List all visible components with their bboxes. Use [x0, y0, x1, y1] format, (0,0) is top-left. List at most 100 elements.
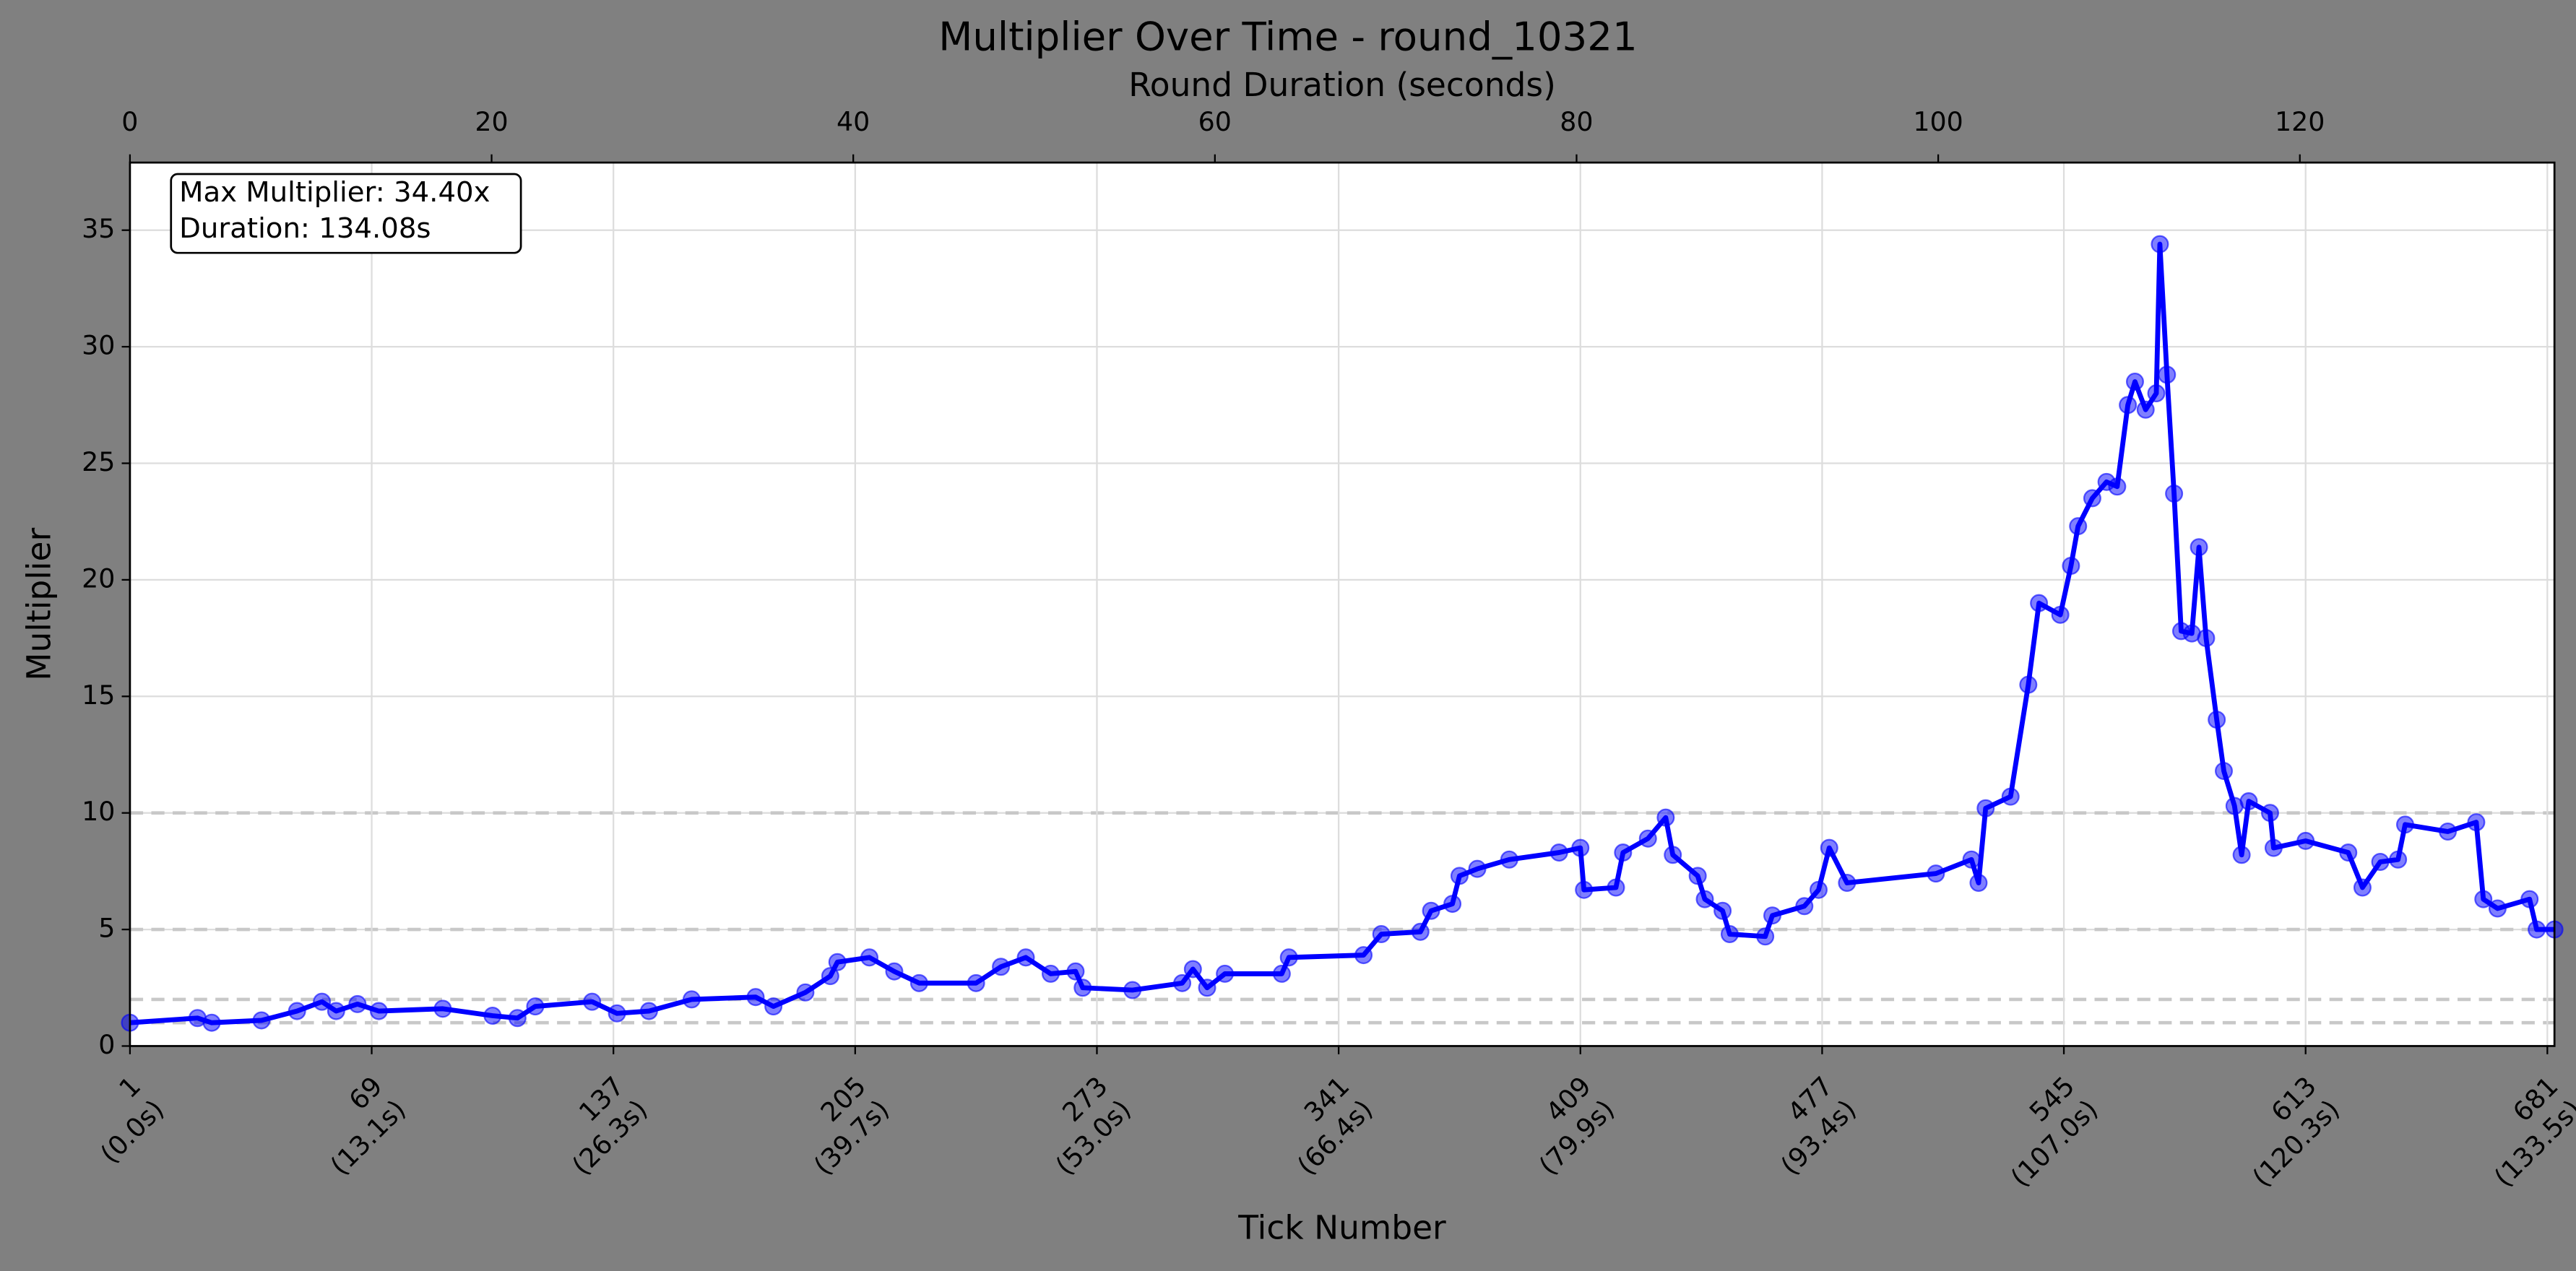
y-axis-label: Multiplier: [20, 528, 59, 681]
data-point: [1123, 981, 1142, 999]
data-point: [1656, 808, 1675, 827]
data-point: [1272, 964, 1291, 983]
data-point: [288, 1002, 306, 1020]
y-tick-label: 20: [82, 563, 115, 594]
data-point: [433, 999, 452, 1018]
data-point: [2151, 235, 2169, 253]
data-point: [252, 1011, 271, 1030]
data-point: [1443, 895, 1462, 914]
data-point: [1713, 901, 1732, 920]
data-point: [1422, 901, 1440, 920]
data-point: [860, 948, 879, 967]
data-point: [2371, 852, 2390, 871]
data-point: [2030, 594, 2049, 612]
annotation-line: Max Multiplier: 34.40x: [179, 176, 490, 209]
data-point: [885, 962, 904, 981]
data-point: [1066, 962, 1085, 981]
data-point: [1041, 964, 1060, 983]
data-point: [1550, 843, 1568, 862]
data-point: [828, 953, 847, 971]
x2-tick-label: 60: [1198, 106, 1232, 137]
data-point: [2260, 804, 2279, 823]
marks: [121, 235, 2564, 1032]
data-point: [2208, 711, 2226, 729]
data-point: [2165, 484, 2184, 503]
data-point: [796, 983, 815, 1002]
data-point: [1575, 880, 1594, 899]
data-point: [967, 973, 985, 992]
data-point: [2062, 557, 2080, 576]
data-point: [1795, 897, 1814, 916]
data-point: [1664, 846, 1682, 864]
data-point: [1969, 874, 1988, 893]
annotation-box: [170, 173, 522, 254]
data-point: [2353, 878, 2372, 897]
data-point: [1820, 838, 1838, 857]
data-point: [2389, 850, 2408, 869]
data-point: [821, 967, 839, 986]
data-point: [1183, 960, 1202, 979]
data-point: [1216, 964, 1235, 983]
data-point: [2019, 675, 2038, 694]
x2-tick-label: 120: [2275, 106, 2325, 137]
data-point: [2147, 384, 2166, 403]
data-point: [348, 994, 367, 1013]
data-point: [2158, 365, 2177, 384]
data-point: [1607, 878, 1625, 897]
data-point: [2214, 762, 2234, 781]
data-point: [1688, 867, 1707, 885]
data-point: [2119, 396, 2138, 415]
data-point: [1450, 867, 1469, 885]
x2-tick-label: 20: [475, 106, 508, 137]
data-point: [1638, 829, 1657, 848]
x2-axis-label: Round Duration (seconds): [1128, 66, 1556, 104]
data-point: [2520, 890, 2539, 908]
plot-area: [129, 162, 2555, 1046]
data-point: [2528, 920, 2546, 939]
y-tick-label: 10: [82, 796, 115, 827]
data-point: [1279, 948, 1298, 967]
data-point: [1354, 946, 1373, 965]
data-point: [764, 997, 783, 1016]
data-point: [483, 1007, 502, 1025]
data-point: [526, 997, 545, 1016]
y-tick-label: 25: [82, 446, 115, 477]
annotation-line: Duration: 134.08s: [179, 212, 431, 245]
data-point: [202, 1013, 221, 1032]
data-point: [2136, 400, 2155, 419]
data-point: [2239, 792, 2258, 811]
data-point: [682, 990, 701, 1009]
data-point: [2232, 846, 2251, 864]
y-tick-label: 15: [82, 680, 115, 711]
data-point: [1763, 906, 1782, 925]
data-point: [2296, 831, 2315, 850]
data-point: [369, 1002, 388, 1020]
y-tick-label: 5: [98, 913, 115, 944]
data-point: [2083, 489, 2101, 508]
plot-frame: [129, 161, 2556, 1047]
data-point: [583, 992, 602, 1011]
data-point: [909, 973, 928, 992]
data-point: [608, 1004, 626, 1023]
y-tick-label: 35: [82, 213, 115, 244]
data-point: [327, 1002, 345, 1020]
data-point: [2051, 605, 2070, 624]
data-point: [2488, 899, 2507, 918]
data-point: [2125, 373, 2144, 391]
data-point: [2197, 629, 2216, 648]
data-point: [2069, 517, 2088, 536]
data-point: [1614, 843, 1633, 862]
y-tick-label: 0: [98, 1029, 115, 1060]
x2-tick-label: 80: [1560, 106, 1593, 137]
data-point: [746, 988, 765, 1007]
data-point: [1411, 922, 1430, 941]
data-point: [2108, 477, 2127, 496]
data-point: [1809, 880, 1828, 899]
data-point: [2439, 823, 2458, 841]
data-point: [1720, 925, 1739, 944]
data-point: [1016, 948, 1035, 967]
data-point: [2467, 813, 2486, 832]
chart-title: Multiplier Over Time - round_10321: [938, 14, 1637, 60]
data-point: [1372, 925, 1391, 944]
